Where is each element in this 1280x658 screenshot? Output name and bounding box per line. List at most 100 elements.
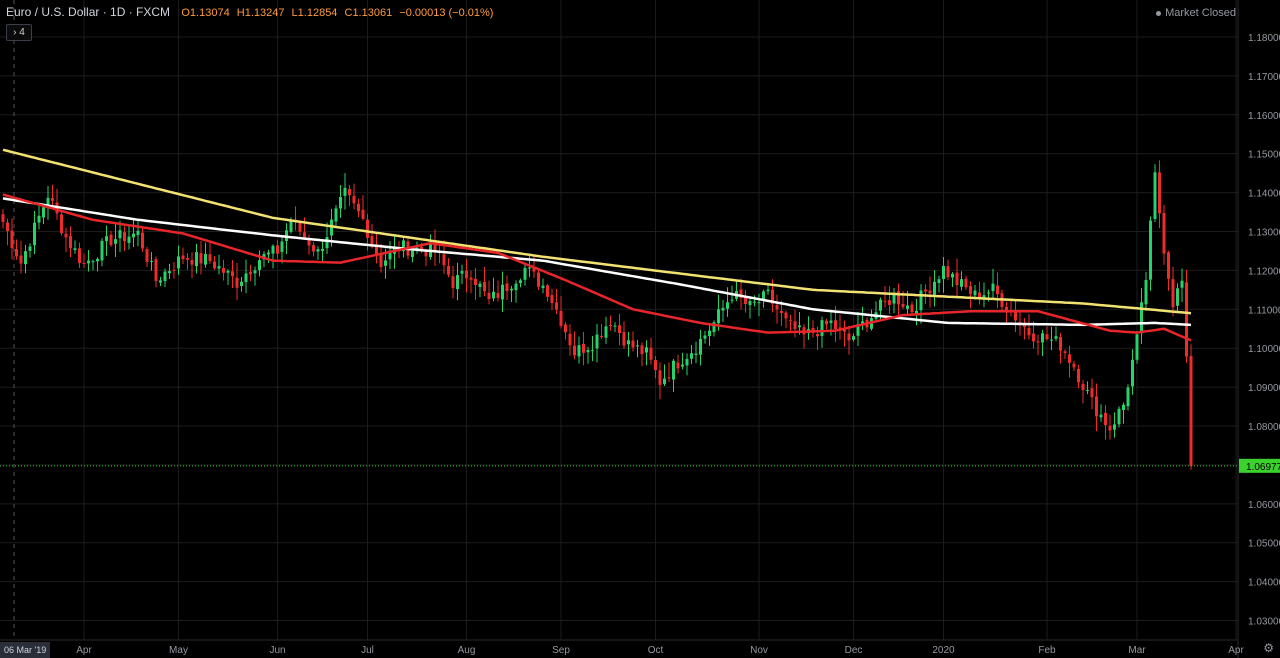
time-tick-label: Apr: [1228, 645, 1244, 656]
candle-body: [996, 285, 999, 295]
symbol-legend: Euro / U.S. Dollar · 1D · FXCM O1.13074 …: [6, 5, 497, 19]
symbol-title[interactable]: Euro / U.S. Dollar · 1D · FXCM: [6, 5, 171, 19]
candle-body: [712, 322, 716, 333]
candle-body: [604, 326, 608, 338]
candle-body: [636, 345, 639, 347]
candle-body: [852, 336, 855, 340]
candle-body: [1086, 389, 1089, 391]
candle-body: [114, 239, 117, 244]
close-value: C1.13061: [344, 7, 393, 19]
candle-body: [798, 325, 801, 328]
open-value: O1.13074: [181, 7, 230, 19]
time-tick-label: Dec: [845, 645, 863, 656]
candle-body: [46, 197, 50, 206]
candle-body: [492, 291, 495, 299]
candle-body: [1041, 333, 1044, 343]
candle-body: [208, 254, 212, 262]
candle-body: [244, 273, 248, 283]
time-tick-label: May: [169, 645, 188, 656]
candle-body: [1032, 333, 1035, 342]
candle-body: [717, 309, 720, 324]
candle-body: [474, 278, 477, 286]
time-tick-label: Nov: [750, 645, 768, 656]
price-tick-label: 1.12000: [1248, 266, 1280, 277]
candle-body: [532, 267, 536, 272]
candle-body: [744, 296, 747, 304]
candle-body: [991, 283, 995, 292]
candle-body: [64, 233, 68, 238]
candle-body: [253, 270, 257, 274]
candle-body: [312, 245, 315, 252]
candle-body: [321, 248, 324, 251]
candle-body: [402, 240, 405, 252]
candle-body: [469, 277, 473, 280]
moving-average-yellow: [2, 148, 1192, 315]
candle-body: [1131, 359, 1134, 387]
market-status-label: Market Closed: [1165, 7, 1236, 19]
candle-body: [1045, 334, 1049, 340]
candle-body: [856, 324, 860, 336]
candle-body: [667, 377, 671, 379]
candle-body: [519, 280, 522, 284]
candle-body: [762, 291, 765, 301]
candle-body: [145, 249, 149, 262]
candle-body: [496, 292, 500, 298]
chevron-right-icon: ›: [13, 27, 17, 38]
candle-body: [847, 333, 851, 341]
candle-body: [1077, 368, 1080, 383]
crosshair-date-label: 06 Mar '19: [4, 645, 46, 655]
candle-body: [249, 272, 252, 275]
candle-body: [915, 310, 918, 314]
moving-average-lines: [2, 148, 1192, 342]
candle-body: [411, 250, 414, 258]
gear-icon[interactable]: ⚙: [1263, 641, 1274, 655]
price-tick-label: 1.05000: [1248, 539, 1280, 550]
candle-body: [672, 360, 675, 380]
candle-body: [109, 234, 113, 246]
time-axis: 06 Mar '19 Apr May Jun Jul Aug Sep Oct Nov Dec 202…: [0, 639, 1244, 658]
price-tick-label: 1.16000: [1248, 111, 1280, 122]
candle-body: [1090, 388, 1094, 398]
candle-body: [420, 246, 423, 251]
candle-body: [654, 359, 657, 371]
candle-body: [528, 267, 531, 269]
candle-body: [186, 257, 189, 260]
candle-body: [937, 279, 941, 283]
candle-body: [465, 270, 468, 279]
candle-body: [235, 277, 239, 288]
candle-body: [838, 327, 842, 329]
candle-body: [127, 236, 131, 243]
candle-body: [1108, 425, 1112, 431]
candle-body: [541, 285, 545, 289]
candle-body: [960, 279, 963, 287]
candle-body: [942, 265, 945, 280]
candle-body: [163, 271, 167, 282]
candle-body: [582, 343, 585, 353]
candle-body: [60, 214, 63, 234]
candle-body: [384, 260, 387, 266]
candle-body: [501, 284, 504, 300]
time-tick-label: Jul: [361, 645, 374, 656]
candle-body: [663, 378, 666, 384]
indicators-toggle-button[interactable]: › 4: [6, 24, 32, 41]
candle-body: [888, 300, 891, 305]
candle-body: [1072, 363, 1076, 368]
candle-body: [924, 289, 927, 292]
market-status: Market Closed: [1156, 7, 1236, 19]
candle-body: [649, 347, 653, 360]
candle-body: [816, 333, 819, 337]
candle-body: [505, 283, 509, 292]
price-tick-label: 1.10000: [1248, 344, 1280, 355]
candle-body: [136, 230, 140, 236]
candle-body: [708, 330, 711, 337]
candle-body: [424, 251, 428, 257]
candle-body: [1126, 387, 1130, 407]
candle-body: [892, 292, 896, 304]
candle-body: [1122, 404, 1125, 411]
candle-body: [271, 245, 275, 254]
candle-body: [618, 325, 621, 333]
candle-body: [352, 196, 356, 204]
candle-body: [586, 350, 590, 353]
candle-body: [1027, 328, 1031, 336]
